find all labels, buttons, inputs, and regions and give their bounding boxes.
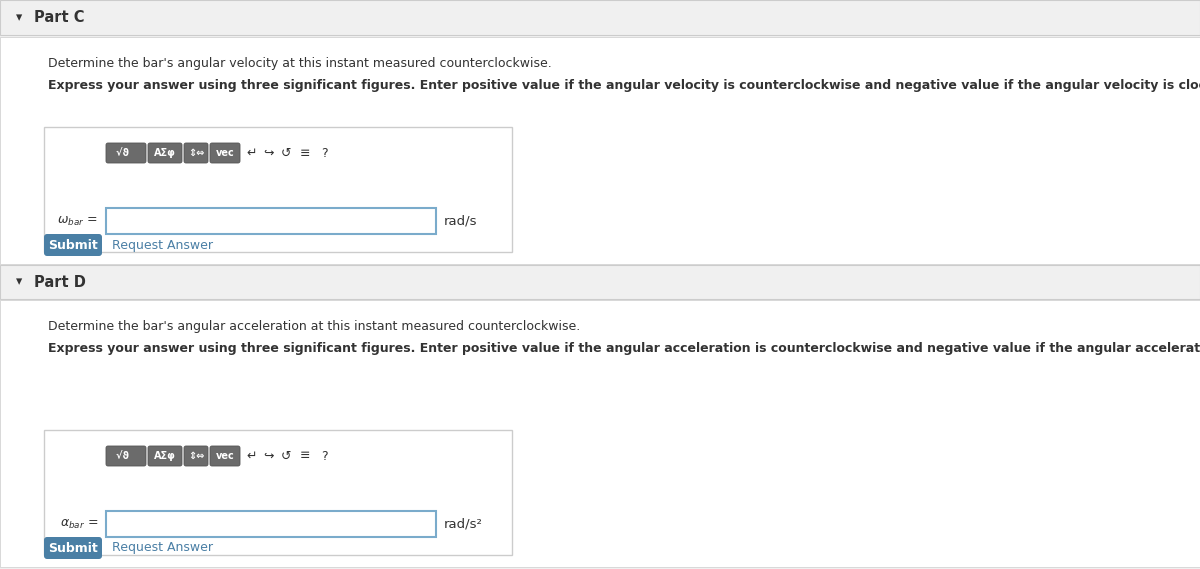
FancyBboxPatch shape bbox=[0, 300, 1200, 567]
FancyBboxPatch shape bbox=[44, 127, 512, 252]
FancyBboxPatch shape bbox=[148, 143, 182, 163]
Text: ↺: ↺ bbox=[281, 450, 292, 463]
Text: ↪: ↪ bbox=[264, 450, 275, 463]
FancyBboxPatch shape bbox=[44, 430, 512, 555]
FancyBboxPatch shape bbox=[184, 446, 208, 466]
Text: ↺: ↺ bbox=[281, 146, 292, 159]
FancyBboxPatch shape bbox=[210, 446, 240, 466]
Text: AΣφ: AΣφ bbox=[154, 451, 176, 461]
Text: Express your answer using three significant figures. Enter positive value if the: Express your answer using three signific… bbox=[48, 342, 1200, 355]
Text: Request Answer: Request Answer bbox=[112, 542, 214, 555]
FancyBboxPatch shape bbox=[106, 511, 436, 537]
Text: Determine the bar's angular velocity at this instant measured counterclockwise.: Determine the bar's angular velocity at … bbox=[48, 57, 552, 70]
FancyBboxPatch shape bbox=[148, 446, 182, 466]
FancyBboxPatch shape bbox=[184, 143, 208, 163]
Text: Submit: Submit bbox=[48, 542, 98, 555]
Text: $\omega_{bar}$ =: $\omega_{bar}$ = bbox=[58, 215, 98, 228]
FancyBboxPatch shape bbox=[106, 208, 436, 234]
FancyBboxPatch shape bbox=[0, 0, 1200, 35]
Text: ⇕⇔: ⇕⇔ bbox=[188, 148, 204, 158]
Text: √ϑ: √ϑ bbox=[116, 148, 136, 158]
Text: Request Answer: Request Answer bbox=[112, 238, 214, 251]
FancyBboxPatch shape bbox=[106, 446, 146, 466]
Text: Part D: Part D bbox=[34, 274, 86, 290]
Text: Express your answer using three significant figures. Enter positive value if the: Express your answer using three signific… bbox=[48, 79, 1200, 92]
Text: Submit: Submit bbox=[48, 238, 98, 251]
Text: ↵: ↵ bbox=[247, 146, 257, 159]
Text: rad/s²: rad/s² bbox=[444, 517, 482, 530]
Text: AΣφ: AΣφ bbox=[154, 148, 176, 158]
Text: ⇕⇔: ⇕⇔ bbox=[188, 451, 204, 461]
Text: Part C: Part C bbox=[34, 10, 84, 25]
Text: $\alpha_{bar}$ =: $\alpha_{bar}$ = bbox=[60, 517, 98, 530]
FancyBboxPatch shape bbox=[106, 143, 146, 163]
Text: ?: ? bbox=[320, 146, 328, 159]
Text: ▾: ▾ bbox=[16, 275, 23, 288]
FancyBboxPatch shape bbox=[0, 265, 1200, 299]
Text: vec: vec bbox=[216, 148, 234, 158]
Text: ≡: ≡ bbox=[300, 450, 311, 463]
Text: ▾: ▾ bbox=[16, 11, 23, 24]
Text: rad/s: rad/s bbox=[444, 215, 478, 228]
Text: √ϑ: √ϑ bbox=[116, 451, 136, 461]
Text: Determine the bar's angular acceleration at this instant measured counterclockwi: Determine the bar's angular acceleration… bbox=[48, 320, 581, 333]
FancyBboxPatch shape bbox=[44, 537, 102, 559]
Text: ↵: ↵ bbox=[247, 450, 257, 463]
FancyBboxPatch shape bbox=[44, 234, 102, 256]
Text: vec: vec bbox=[216, 451, 234, 461]
Text: ↪: ↪ bbox=[264, 146, 275, 159]
Text: ≡: ≡ bbox=[300, 146, 311, 159]
FancyBboxPatch shape bbox=[0, 37, 1200, 264]
Text: ?: ? bbox=[320, 450, 328, 463]
FancyBboxPatch shape bbox=[210, 143, 240, 163]
